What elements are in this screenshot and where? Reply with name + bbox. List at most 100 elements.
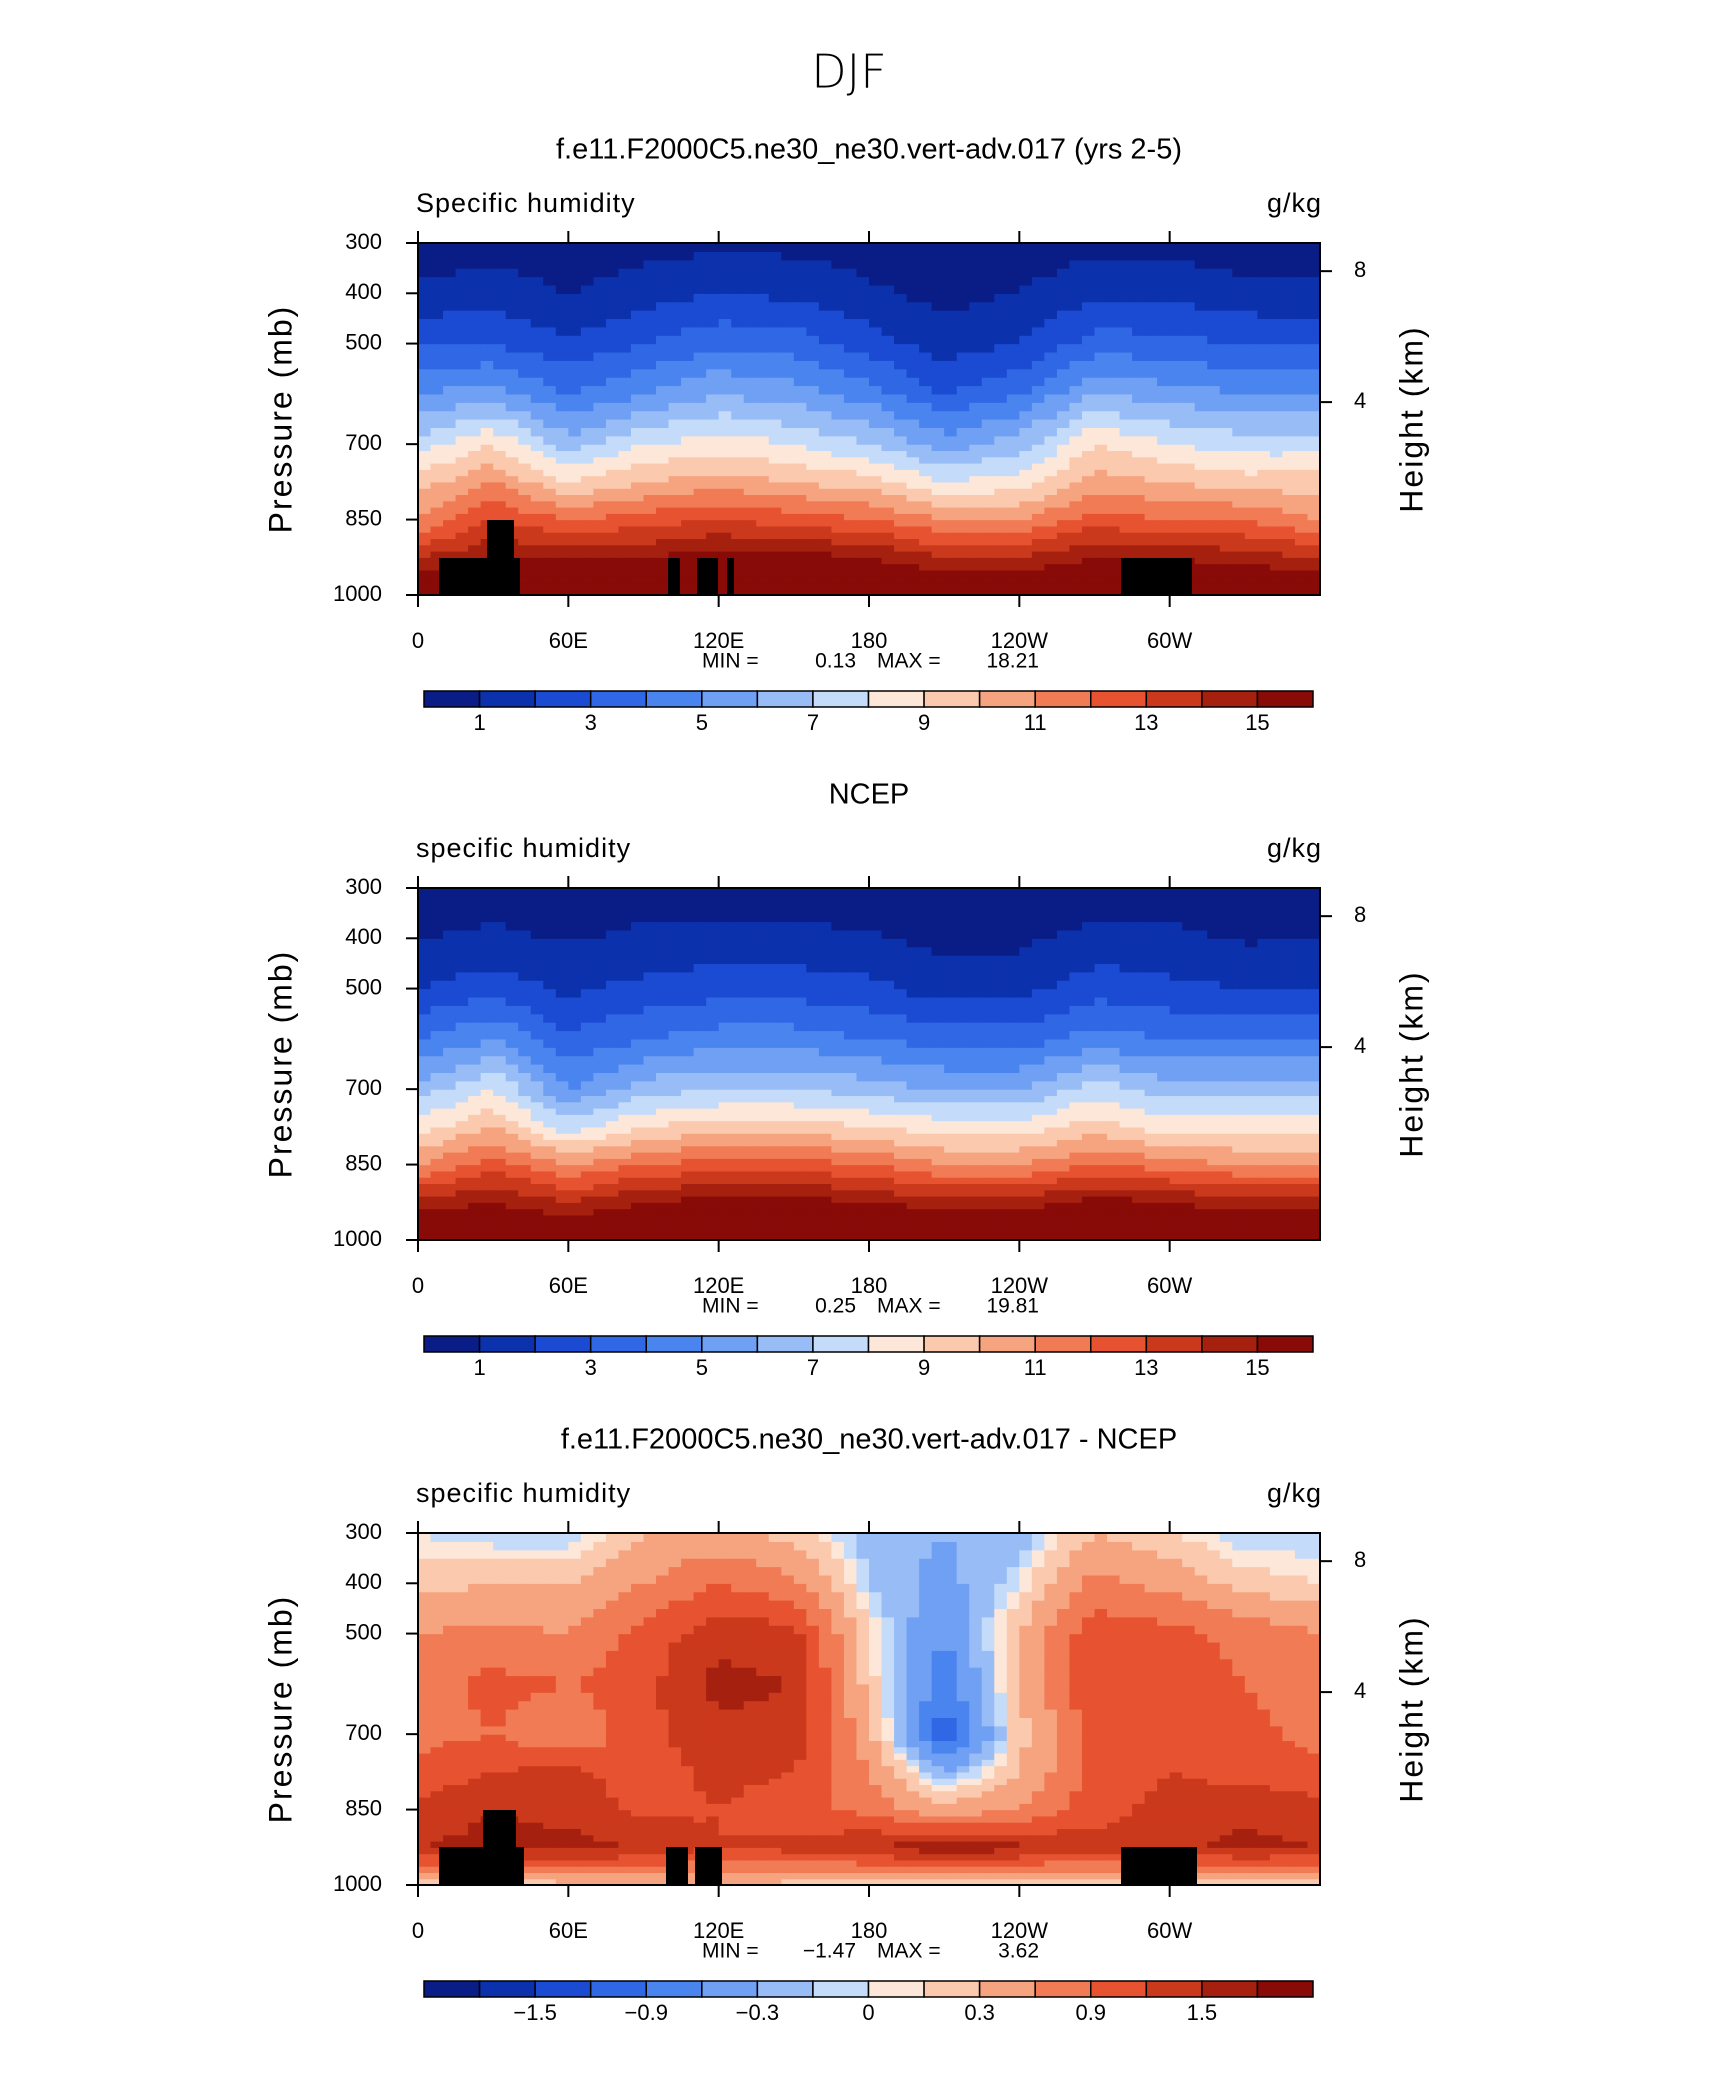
contour-cell [1145, 385, 1158, 394]
contour-cell [681, 1089, 694, 1096]
contour-cell [882, 1127, 895, 1134]
contour-cell [581, 318, 594, 327]
contour-cell [982, 457, 995, 464]
contour-cell [1207, 419, 1220, 428]
contour-cell [894, 1133, 907, 1140]
contour-cell [969, 385, 982, 394]
contour-cell [1120, 1196, 1133, 1203]
contour-cell [656, 251, 669, 260]
contour-cell [781, 1209, 794, 1216]
contour-cell [518, 285, 531, 294]
contour-cell [731, 251, 744, 260]
contour-cell [581, 251, 594, 260]
contour-cell [1270, 260, 1283, 269]
contour-cell [1170, 444, 1183, 451]
contour-cell [1245, 402, 1258, 411]
contour-cell [518, 1209, 531, 1216]
contour-cell [982, 520, 995, 527]
contour-cell [493, 1202, 506, 1209]
contour-cell [1307, 310, 1320, 319]
contour-cell [681, 1108, 694, 1115]
contour-cell [932, 1221, 945, 1228]
contour-cell [844, 526, 857, 533]
contour-cell [1195, 268, 1208, 277]
contour-cell [932, 436, 945, 445]
contour-cell [1107, 444, 1120, 451]
contour-cell [769, 327, 782, 336]
contour-cell [493, 1089, 506, 1096]
contour-cell [644, 532, 657, 539]
contour-cell [481, 251, 494, 260]
contour-cell [631, 476, 644, 483]
contour-cell [781, 1177, 794, 1184]
contour-cell [618, 564, 631, 571]
contour-cell [806, 526, 819, 533]
contour-cell [819, 488, 832, 495]
contour-cell [982, 1171, 995, 1178]
contour-cell [706, 532, 719, 539]
contour-cell [831, 545, 844, 552]
contour-cell [706, 1227, 719, 1234]
contour-cell [806, 1183, 819, 1190]
contour-cell [593, 1089, 606, 1096]
contour-cell [919, 538, 932, 545]
contour-cell [744, 285, 757, 294]
contour-cell [969, 457, 982, 464]
contour-cell [1170, 494, 1183, 501]
contour-cell [831, 335, 844, 344]
contour-cell [1069, 463, 1082, 470]
contour-cell [869, 1171, 882, 1178]
contour-cell [731, 551, 744, 558]
contour-cell [443, 302, 456, 311]
contour-cell [882, 1171, 895, 1178]
contour-cell [443, 463, 456, 470]
contour-cell [456, 1227, 469, 1234]
contour-cell [443, 327, 456, 336]
contour-cell [856, 1209, 869, 1216]
contour-cell [957, 1190, 970, 1197]
contour-cell [1157, 268, 1170, 277]
contour-cell [443, 501, 456, 508]
contour-cell [644, 318, 657, 327]
contour-cell [1182, 385, 1195, 394]
contour-cell [1095, 427, 1108, 436]
contour-cell [1282, 1133, 1295, 1140]
contour-cell [644, 538, 657, 545]
contour-cell [656, 327, 669, 336]
contour-cell [493, 444, 506, 451]
contour-cell [681, 1165, 694, 1172]
contour-cell [994, 1177, 1007, 1184]
contour-cell [1195, 557, 1208, 564]
contour-cell [781, 1158, 794, 1165]
contour-cell [1095, 507, 1108, 514]
contour-cell [1257, 476, 1270, 483]
contour-cell [1032, 1215, 1045, 1222]
contour-cell [1082, 1190, 1095, 1197]
contour-cell [819, 538, 832, 545]
contour-cell [1182, 501, 1195, 508]
contour-cell [481, 1158, 494, 1165]
contour-cell [794, 545, 807, 552]
contour-cell [806, 1190, 819, 1197]
contour-cell [706, 482, 719, 489]
contour-cell [731, 302, 744, 311]
contour-cell [932, 277, 945, 286]
contour-cell [869, 532, 882, 539]
contour-cell [681, 1209, 694, 1216]
contour-cell [606, 310, 619, 319]
contour-cell [794, 394, 807, 403]
contour-cell [769, 1215, 782, 1222]
contour-cell [593, 450, 606, 457]
contour-cell [1282, 463, 1295, 470]
contour-cell [1095, 513, 1108, 520]
contour-cell [719, 545, 732, 552]
contour-cell [1082, 1165, 1095, 1172]
contour-cell [1232, 411, 1245, 420]
contour-cell [431, 463, 444, 470]
contour-cell [1207, 1158, 1220, 1165]
contour-cell [1195, 513, 1208, 520]
contour-cell [431, 427, 444, 436]
contour-cell [1157, 377, 1170, 386]
contour-cell [1220, 293, 1233, 302]
contour-cell [982, 564, 995, 571]
